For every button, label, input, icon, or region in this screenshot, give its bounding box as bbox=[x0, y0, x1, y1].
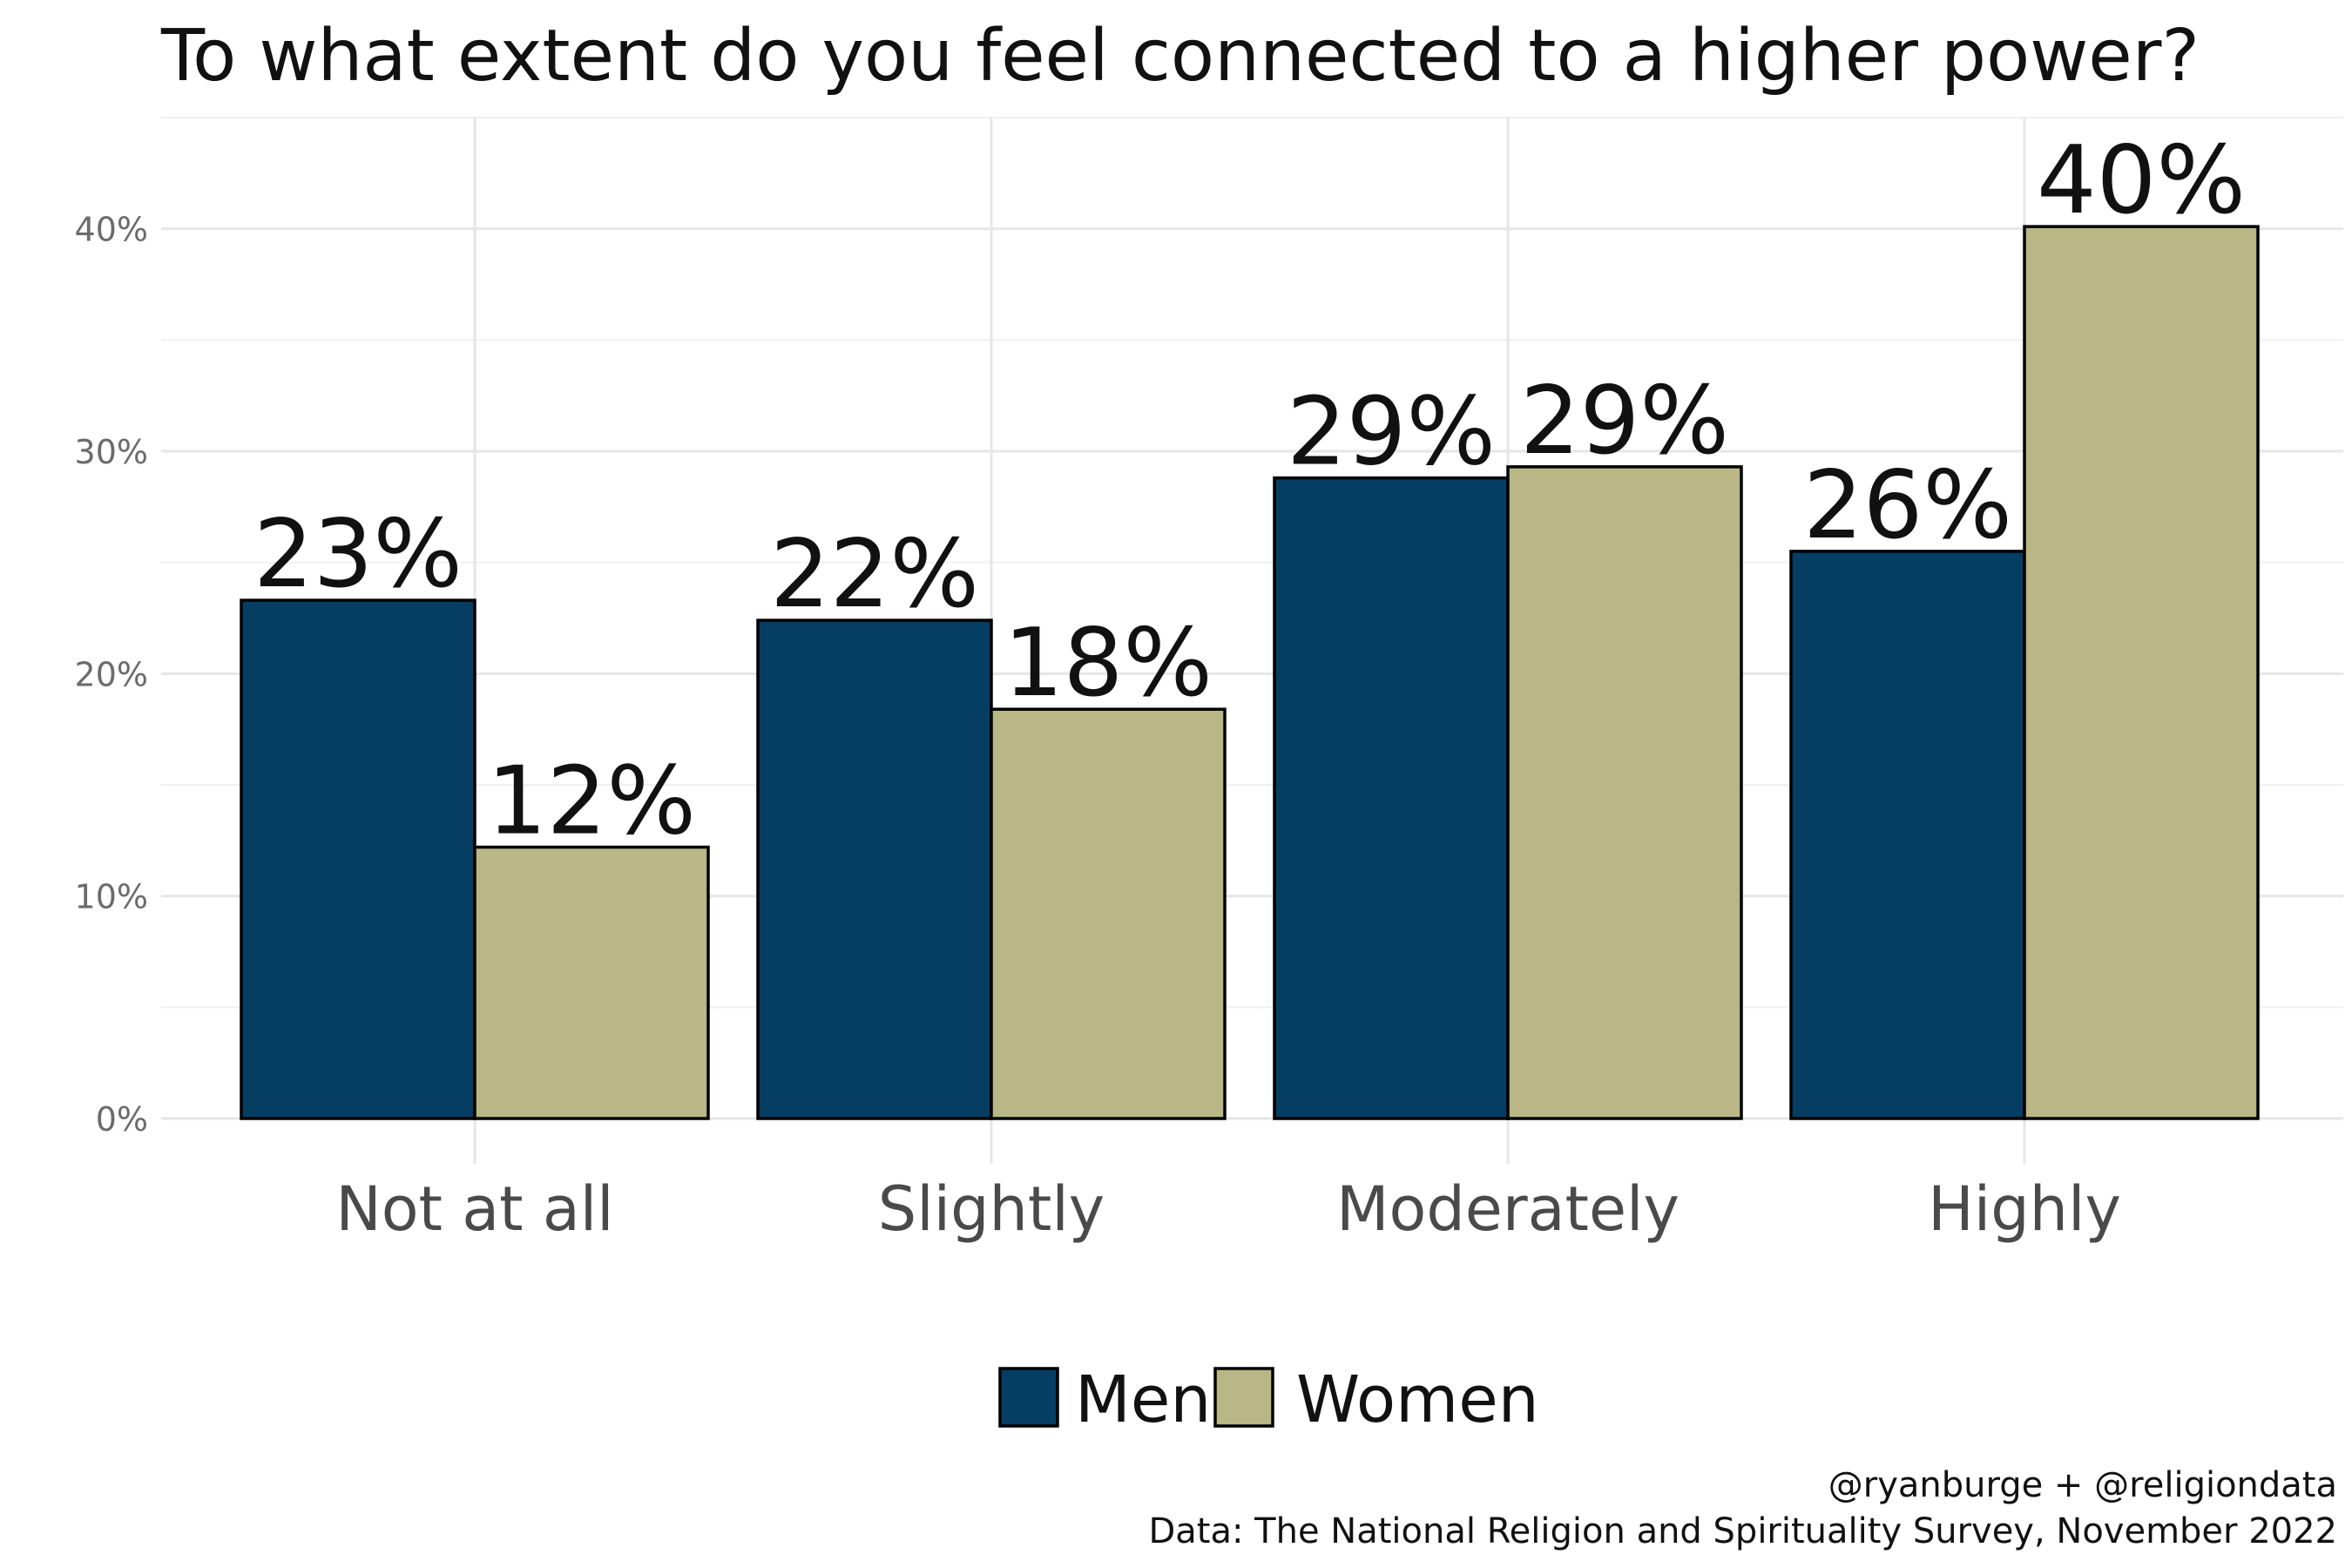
x-tick-label: Moderately bbox=[1336, 1173, 1680, 1245]
data-label: 18% bbox=[1004, 609, 1213, 718]
bar-men-not-at-all bbox=[240, 598, 476, 1120]
data-label: 12% bbox=[487, 747, 696, 855]
y-axis-ticks: 0% 10% 20% 30% 40% bbox=[75, 211, 148, 1139]
x-tick-label: Slightly bbox=[878, 1173, 1105, 1245]
bars bbox=[240, 225, 2260, 1120]
data-labels: 23% 22% 29% 26% 12% 18% 29% 40% bbox=[253, 126, 2246, 855]
y-tick-label: 10% bbox=[75, 878, 148, 916]
bar-men-moderately bbox=[1273, 476, 1510, 1120]
y-tick-label: 40% bbox=[75, 211, 148, 249]
y-tick-label: 0% bbox=[96, 1100, 148, 1139]
bar-women-not-at-all bbox=[473, 845, 710, 1120]
bar-women-highly bbox=[2023, 225, 2260, 1120]
legend-swatch-women bbox=[1213, 1367, 1274, 1428]
data-label: 29% bbox=[1520, 367, 1729, 476]
caption-credit: @ryanburge + @religiondata bbox=[1828, 1465, 2337, 1505]
legend: Men Women bbox=[998, 1362, 1539, 1437]
bar-women-moderately bbox=[1506, 465, 1743, 1120]
bar-women-slightly bbox=[990, 707, 1227, 1120]
bar-men-slightly bbox=[756, 618, 993, 1120]
data-label: 26% bbox=[1803, 451, 2012, 560]
x-axis-ticks: Not at all Slightly Moderately Highly bbox=[335, 1173, 2121, 1245]
legend-swatch-men bbox=[998, 1367, 1059, 1428]
data-label: 29% bbox=[1287, 378, 1496, 487]
y-tick-label: 30% bbox=[75, 433, 148, 471]
chart-title: To what extent do you feel connected to … bbox=[160, 15, 2200, 98]
x-tick-label: Highly bbox=[1928, 1173, 2121, 1245]
bar-men-highly bbox=[1789, 550, 2026, 1120]
legend-label-women: Women bbox=[1296, 1362, 1539, 1437]
data-label: 40% bbox=[2037, 126, 2246, 235]
x-tick-label: Not at all bbox=[335, 1173, 613, 1245]
data-label: 22% bbox=[770, 520, 979, 629]
data-label: 23% bbox=[253, 500, 463, 609]
y-tick-label: 20% bbox=[75, 655, 148, 693]
caption-source: Data: The National Religion and Spiritua… bbox=[1148, 1511, 2337, 1551]
legend-label-men: Men bbox=[1075, 1362, 1211, 1437]
